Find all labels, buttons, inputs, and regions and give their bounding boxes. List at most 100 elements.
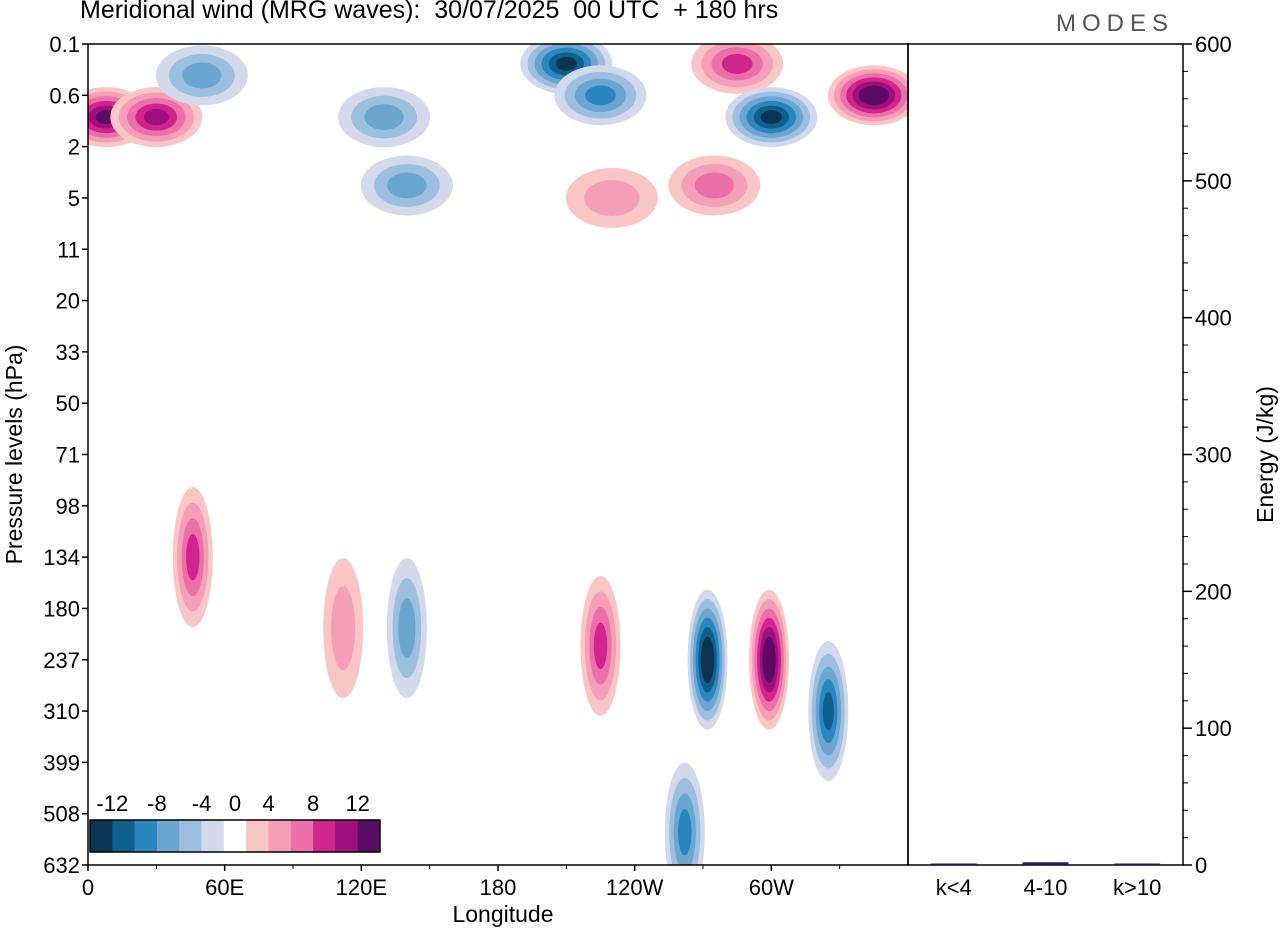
wind-anomaly-feature [360, 155, 453, 216]
colorbar-swatch [201, 820, 225, 852]
colorbar: -12 -8 -4 0 4 8 12 [89, 791, 381, 853]
contour-fill [593, 622, 608, 670]
y-tick-label: 33 [56, 340, 80, 365]
y-tick-label: 98 [56, 494, 80, 519]
wind-anomaly-feature [580, 575, 621, 716]
wind-anomaly-feature [554, 65, 647, 126]
y-tick-label: 5 [68, 186, 80, 211]
energy-bar-panel: 0 100 200 300 400 500 600 Energy (J/kg) k<4 4-10 k… [907, 32, 1278, 900]
energy-tick-label: 500 [1195, 169, 1232, 194]
contour-fill [182, 62, 222, 89]
wind-anomaly-feature [725, 87, 818, 148]
contour-fill [555, 56, 577, 71]
contour-fill [584, 179, 640, 216]
wind-anomaly-feature [687, 589, 728, 730]
heatmap-frame [87, 43, 909, 866]
y-tick-label: 237 [43, 648, 80, 673]
energy-tick-label: 300 [1195, 443, 1232, 468]
x-tick-label: 60E [205, 875, 244, 900]
y-tick-label: 71 [56, 443, 80, 468]
colorbar-label: -4 [192, 791, 212, 816]
colorbar-label: -8 [147, 791, 167, 816]
y-axis-label: Pressure levels (hPa) [1, 345, 27, 565]
modes-logo: MODES [1056, 10, 1175, 37]
energy-tick-label: 400 [1195, 306, 1232, 331]
wind-anomaly-feature [827, 65, 908, 126]
y-tick-label: 310 [43, 699, 80, 724]
wind-anomaly-feature [808, 641, 849, 782]
contour-fill [331, 586, 356, 671]
colorbar-label: 12 [345, 791, 369, 816]
colorbar-swatch [290, 820, 314, 852]
contour-fill [364, 104, 404, 130]
energy-bar [930, 863, 977, 865]
contour-fill [864, 89, 884, 102]
contour-fill [694, 172, 735, 199]
x-tick-label: 120W [606, 875, 664, 900]
y-tick-label: 399 [43, 750, 80, 775]
contour-fill [585, 85, 616, 106]
colorbar-swatch [134, 820, 158, 852]
y-tick-label: 0.1 [49, 32, 80, 57]
heatmap-panel: 0.1 0.6 2 5 11 20 33 50 71 98 134 180 237 310 399 508 63… [1, 32, 909, 927]
colorbar-swatch [357, 820, 381, 852]
energy-tick-label: 600 [1195, 32, 1232, 57]
colorbar-swatch [313, 820, 336, 852]
colorbar-swatch [112, 820, 135, 852]
wind-anomaly-feature [691, 44, 784, 94]
energy-bar [1022, 862, 1069, 865]
contour-fill [703, 645, 712, 674]
y-tick-label: 50 [56, 391, 80, 416]
y-tick-label: 20 [56, 289, 80, 314]
colorbar-label: -12 [96, 791, 128, 816]
contour-fill [760, 110, 782, 124]
wind-anomaly-feature [565, 167, 658, 228]
wind-anomaly-feature [155, 45, 248, 106]
wind-anomaly-feature [749, 589, 790, 730]
contour-fill [186, 533, 200, 581]
wind-anomaly-feature [110, 87, 203, 148]
bar-category-label: k<4 [936, 875, 972, 900]
colorbar-swatch [223, 820, 247, 852]
energy-tick-label: 0 [1195, 853, 1207, 878]
contour-fill [387, 172, 427, 199]
energy-bar [1114, 863, 1161, 865]
y-tick-label: 632 [43, 853, 80, 878]
colorbar-swatch [90, 820, 113, 852]
contour-fill [398, 598, 416, 659]
colorbar-label: 4 [262, 791, 274, 816]
colorbar-frame [89, 819, 381, 853]
energy-tick-label: 200 [1195, 579, 1232, 604]
y-tick-label: 134 [43, 545, 80, 570]
y-tick-label: 11 [57, 237, 80, 262]
contour-fill [721, 53, 753, 74]
x-tick-label: 120E [336, 875, 387, 900]
y-tick-label: 508 [43, 802, 80, 827]
colorbar-swatch [335, 820, 358, 852]
wind-anomaly-feature [664, 762, 705, 865]
x-tick-label: 0 [82, 875, 94, 900]
x-axis-label: Longitude [452, 901, 553, 927]
y-tick-label: 0.6 [49, 83, 80, 108]
colorbar-swatch [156, 820, 180, 852]
contour-fill [143, 108, 169, 126]
colorbar-label: 0 [229, 791, 241, 816]
bar-frame [907, 43, 1184, 866]
colorbar-swatch [268, 820, 292, 852]
contour-fill [822, 691, 834, 731]
colorbar-swatch [179, 820, 202, 852]
energy-tick-label: 100 [1195, 716, 1232, 741]
bar-category-label: k>10 [1113, 875, 1161, 900]
y-tick-label: 180 [43, 596, 80, 621]
wind-anomaly-feature [386, 558, 427, 699]
energy-axis-label: Energy (J/kg) [1252, 386, 1278, 523]
wind-anomaly-feature [668, 155, 761, 216]
colorbar-swatch [246, 820, 269, 852]
wind-anomaly-feature [338, 87, 431, 148]
x-tick-label: 60W [749, 875, 794, 900]
contour-fill [765, 645, 774, 674]
chart-title: Meridional wind (MRG waves): 30/07/2025 … [80, 0, 779, 24]
contour-fill [678, 809, 692, 856]
wind-anomaly-feature [172, 487, 213, 628]
